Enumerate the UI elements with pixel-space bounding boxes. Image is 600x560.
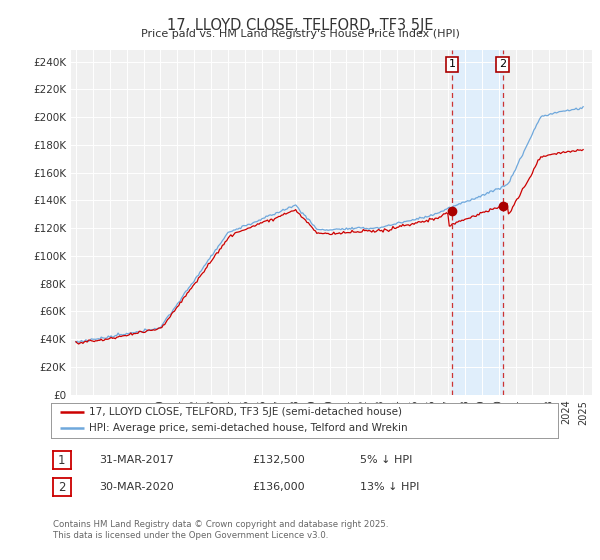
Text: 2: 2	[499, 59, 506, 69]
Text: Price paid vs. HM Land Registry's House Price Index (HPI): Price paid vs. HM Land Registry's House …	[140, 29, 460, 39]
Text: 13% ↓ HPI: 13% ↓ HPI	[360, 482, 419, 492]
Text: 1: 1	[58, 454, 65, 467]
Text: 17, LLOYD CLOSE, TELFORD, TF3 5JE: 17, LLOYD CLOSE, TELFORD, TF3 5JE	[167, 18, 433, 33]
Text: £132,500: £132,500	[252, 455, 305, 465]
Bar	[452, 50, 503, 395]
Text: 1: 1	[449, 59, 455, 69]
Text: 5% ↓ HPI: 5% ↓ HPI	[360, 455, 412, 465]
Text: £136,000: £136,000	[252, 482, 305, 492]
Text: 31-MAR-2017: 31-MAR-2017	[99, 455, 174, 465]
Text: HPI: Average price, semi-detached house, Telford and Wrekin: HPI: Average price, semi-detached house,…	[89, 423, 407, 433]
Text: 17, LLOYD CLOSE, TELFORD, TF3 5JE (semi-detached house): 17, LLOYD CLOSE, TELFORD, TF3 5JE (semi-…	[89, 407, 402, 417]
Text: 2: 2	[58, 480, 65, 494]
Text: Contains HM Land Registry data © Crown copyright and database right 2025.
This d: Contains HM Land Registry data © Crown c…	[53, 520, 388, 540]
Text: 30-MAR-2020: 30-MAR-2020	[99, 482, 174, 492]
